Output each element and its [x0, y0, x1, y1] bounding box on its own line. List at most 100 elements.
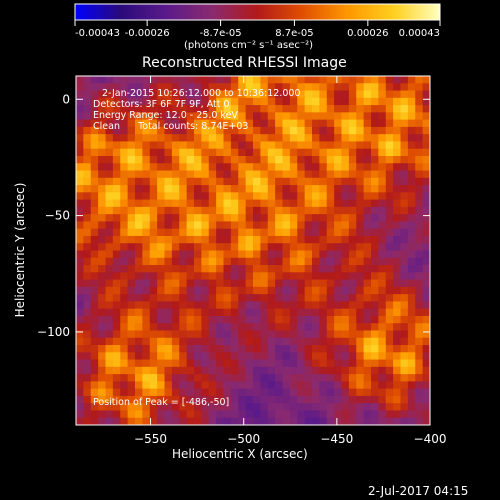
heatmap-cell: [149, 235, 158, 244]
heatmap-cell: [400, 294, 409, 302]
heatmap-cell: [393, 374, 402, 382]
heatmap-cell: [135, 163, 143, 172]
heatmap-cell: [312, 206, 320, 215]
heatmap-cell: [275, 170, 284, 179]
heatmap-cell: [76, 410, 84, 419]
heatmap-cell: [76, 301, 84, 310]
heatmap-cell: [371, 83, 379, 92]
colorbar-tick-label: 0.00043: [399, 28, 440, 39]
heatmap-cell: [348, 330, 357, 339]
heatmap-cell: [304, 330, 313, 339]
heatmap-cell: [179, 395, 188, 404]
heatmap-cell: [415, 410, 424, 419]
heatmap-cell: [186, 403, 195, 412]
heatmap-cell: [105, 83, 114, 92]
heatmap-cell: [312, 352, 320, 361]
heatmap-cell: [98, 265, 107, 273]
heatmap-cell: [326, 199, 335, 208]
heatmap-cell: [253, 279, 261, 288]
heatmap-cell: [208, 97, 217, 106]
heatmap-cell: [282, 235, 291, 244]
heatmap-cell: [260, 345, 269, 353]
heatmap-cell: [186, 199, 195, 208]
heatmap-cell: [312, 265, 320, 273]
heatmap-cell: [334, 315, 343, 324]
heatmap-cell: [282, 374, 291, 382]
heatmap-cell: [385, 359, 394, 368]
heatmap-cell: [312, 134, 320, 143]
heatmap-cell: [282, 294, 291, 302]
heatmap-cell: [112, 141, 121, 150]
heatmap-cell: [142, 97, 151, 106]
heatmap-cell: [98, 126, 107, 135]
heatmap-cell: [393, 76, 402, 84]
heatmap-cell: [164, 359, 173, 368]
heatmap-cell: [289, 126, 298, 135]
heatmap-cell: [127, 177, 136, 186]
heatmap-cell: [407, 330, 416, 339]
heatmap-cell: [149, 105, 158, 113]
heatmap-cell: [105, 265, 114, 273]
heatmap-cell: [363, 97, 372, 106]
heatmap-cell: [415, 235, 424, 244]
heatmap-cell: [201, 170, 210, 179]
heatmap-cell: [105, 279, 114, 288]
heatmap-cell: [186, 228, 195, 237]
heatmap-cell: [194, 315, 202, 324]
heatmap-cell: [245, 97, 254, 106]
heatmap-cell: [135, 257, 143, 266]
heatmap-cell: [341, 395, 350, 404]
heatmap-cell: [230, 395, 239, 404]
heatmap-cell: [230, 97, 239, 106]
heatmap-cell: [112, 243, 121, 252]
heatmap-cell: [289, 279, 298, 288]
heatmap-cell: [120, 235, 129, 244]
heatmap-cell: [260, 97, 269, 106]
heatmap-cell: [164, 257, 173, 266]
heatmap-cell: [422, 308, 430, 317]
heatmap-cell: [378, 286, 387, 295]
heatmap-cell: [216, 395, 225, 404]
heatmap-cell: [260, 381, 269, 390]
heatmap-cell: [76, 185, 84, 193]
heatmap-cell: [312, 76, 320, 84]
heatmap-cell: [341, 286, 350, 295]
heatmap-cell: [186, 352, 195, 361]
heatmap-cell: [289, 221, 298, 230]
heatmap-cell: [289, 97, 298, 106]
heatmap-cell: [98, 257, 107, 266]
heatmap-cell: [179, 192, 188, 201]
heatmap-cell: [238, 286, 247, 295]
heatmap-cell: [319, 97, 328, 106]
heatmap-cell: [120, 177, 129, 186]
heatmap-cell: [275, 403, 284, 412]
heatmap-cell: [400, 250, 409, 259]
heatmap-cell: [245, 170, 254, 179]
heatmap-cell: [407, 155, 416, 164]
heatmap-cell: [334, 323, 343, 332]
heatmap-cell: [422, 76, 430, 84]
heatmap-cell: [230, 286, 239, 295]
heatmap-cell: [238, 294, 247, 302]
heatmap-cell: [120, 410, 129, 419]
heatmap-cell: [275, 265, 284, 273]
heatmap-cell: [282, 359, 291, 368]
heatmap-cell: [112, 112, 121, 121]
heatmap-cell: [90, 155, 99, 164]
heatmap-cell: [223, 272, 232, 281]
heatmap-cell: [267, 134, 276, 143]
heatmap-cell: [208, 185, 217, 193]
heatmap-cell: [112, 417, 121, 425]
heatmap-cell: [179, 206, 188, 215]
y-tick-label: −100: [37, 325, 70, 339]
heatmap-cell: [105, 257, 114, 266]
heatmap-cell: [415, 330, 424, 339]
heatmap-cell: [422, 337, 430, 346]
heatmap-cell: [238, 403, 247, 412]
heatmap-cell: [341, 126, 350, 135]
heatmap-cell: [171, 155, 180, 164]
heatmap-cell: [326, 403, 335, 412]
heatmap-cell: [304, 185, 313, 193]
heatmap-cell: [179, 374, 188, 382]
heatmap-cell: [157, 155, 166, 164]
